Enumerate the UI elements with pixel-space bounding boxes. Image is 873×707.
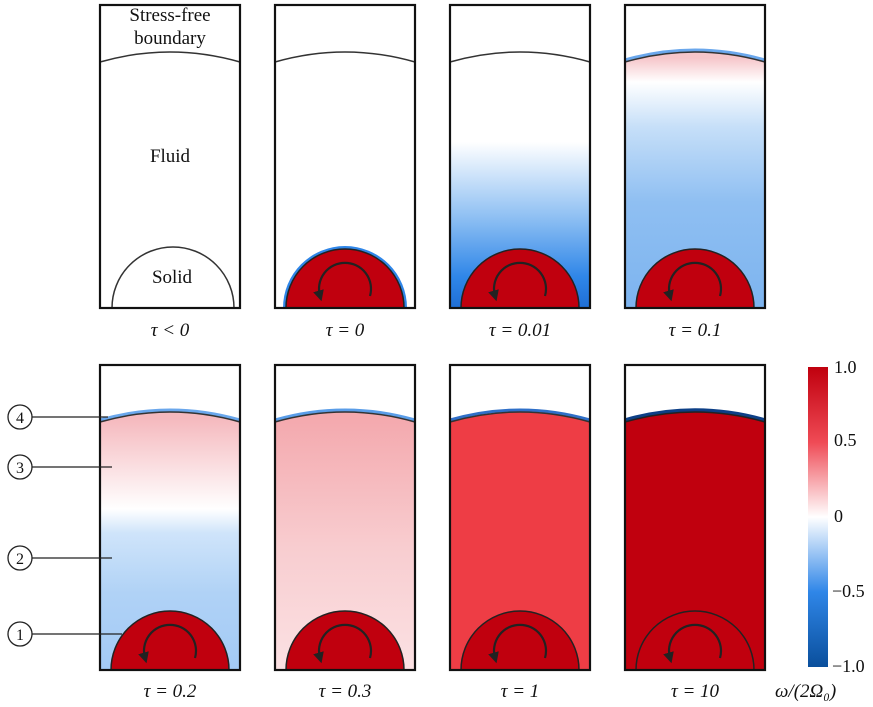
svg-text:3: 3 <box>16 460 24 477</box>
tau-caption: τ = 0.01 <box>489 320 551 341</box>
panel-frame <box>448 3 592 310</box>
region-marker-3: 3 <box>7 454 112 480</box>
stress-free-boundary-line <box>274 411 416 423</box>
upper-cap <box>101 367 239 422</box>
upper-cap <box>276 367 414 422</box>
svg-text:1: 1 <box>16 627 24 644</box>
stress-free-boundary-line <box>274 51 416 63</box>
boundary-layer-edge <box>99 408 241 422</box>
tau-caption: τ = 0.3 <box>319 681 372 702</box>
rotation-arrow-icon <box>488 623 548 664</box>
boundary-layer-edge <box>274 408 416 422</box>
solid-outline <box>111 246 235 309</box>
upper-cap <box>451 7 589 62</box>
stress-free-boundary-line <box>624 51 766 63</box>
rotation-arrow-icon <box>488 261 548 302</box>
colorbar: 1.0 0.5 0 −0.5 −1.0 ω/(2Ω₀) <box>775 357 865 702</box>
rotation-arrow-icon <box>663 261 723 302</box>
panel-frame <box>448 363 592 672</box>
panel-tau-0-2: τ = 0.2 <box>98 363 242 702</box>
colorbar-gradient <box>808 367 828 667</box>
panel-frame <box>623 3 767 310</box>
boundary-layer-edge <box>449 408 591 422</box>
panel-frame <box>273 3 417 310</box>
colorbar-label: ω/(2Ω₀) <box>775 681 836 702</box>
boundary-layer-edge <box>624 48 766 62</box>
stress-free-boundary-line <box>624 411 766 423</box>
tau-caption: τ = 0 <box>326 320 365 341</box>
upper-cap <box>626 367 764 422</box>
solid-label: Solid <box>152 267 193 288</box>
region-marker-4: 4 <box>7 404 108 430</box>
panel-tau-1: τ = 1 <box>448 363 592 702</box>
panel-tau-0: τ = 0 <box>273 3 417 341</box>
svg-text:4: 4 <box>16 410 24 427</box>
rotation-arrow-icon <box>313 623 373 664</box>
stress-free-boundary-line <box>449 411 591 423</box>
fluid-label: Fluid <box>150 146 191 167</box>
stress-free-boundary-line <box>449 51 591 63</box>
rotation-arrow-icon <box>663 623 723 664</box>
stress-free-boundary-line <box>99 51 241 63</box>
upper-cap <box>626 7 764 62</box>
upper-cap <box>451 367 589 422</box>
tau-caption: τ = 0.1 <box>669 320 722 341</box>
tau-caption: τ = 1 <box>501 681 540 702</box>
panel-frame <box>273 363 417 672</box>
rotating-solid <box>285 248 405 309</box>
tau-caption: τ = 0.2 <box>144 681 197 702</box>
tau-caption: τ = 10 <box>671 681 720 702</box>
colorbar-tick-label: 0.5 <box>834 430 857 450</box>
panel-tau-10: τ = 10 <box>623 363 767 702</box>
region-marker-1: 1 <box>7 621 122 647</box>
svg-text:2: 2 <box>16 551 24 568</box>
stress-free-boundary-line <box>99 411 241 423</box>
boundary-layer-edge <box>624 408 766 422</box>
colorbar-tick-label: 1.0 <box>834 357 857 377</box>
rotation-arrow-icon <box>138 623 198 664</box>
panel-frame <box>623 363 767 672</box>
colorbar-tick-label: 0 <box>834 506 843 526</box>
panel-tau-lt-0: Stress-free boundary Fluid Solid τ < 0 <box>98 3 242 341</box>
region-marker-2: 2 <box>7 545 112 571</box>
panel-tau-0-1: τ = 0.1 <box>623 3 767 341</box>
panel-tau-0-01: τ = 0.01 <box>448 3 592 341</box>
colorbar-tick-label: −0.5 <box>832 581 865 601</box>
stress-free-label-line2: boundary <box>134 28 206 49</box>
panel-frame <box>98 363 242 672</box>
panel-tau-0-3: τ = 0.3 <box>273 363 417 702</box>
rotation-arrow-icon <box>313 261 373 302</box>
panel-frame <box>98 3 242 310</box>
tau-caption: τ < 0 <box>151 320 190 341</box>
colorbar-tick-label: −1.0 <box>832 656 865 676</box>
stress-free-label: Stress-free <box>129 5 210 26</box>
